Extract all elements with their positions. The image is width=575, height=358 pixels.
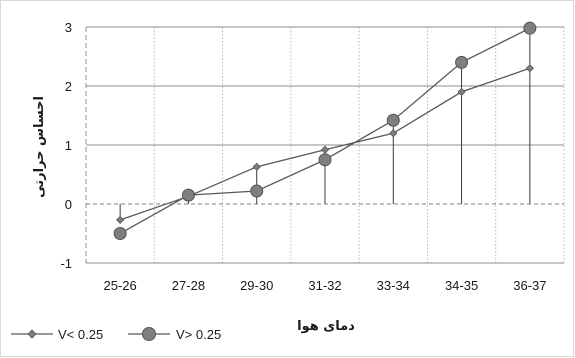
legend-item-series-1: V< 0.25 [11,327,103,342]
data-point-diamond [389,129,398,138]
data-point-diamond [525,64,534,73]
x-tick-labels: 25-26 27-28 29-30 31-32 33-34 34-35 36-37 [104,278,547,293]
data-point-circle [181,188,195,202]
y-tick-label: 1 [65,138,72,153]
x-axis-title: دمای هوا [297,319,355,334]
x-tick-label: 34-35 [445,278,478,293]
y-axis-title: احساس حرارتی [32,96,47,198]
y-tick-label: 3 [65,20,72,35]
x-tick-label: 25-26 [104,278,137,293]
series-markers [113,21,537,240]
x-tick-label: 31-32 [308,278,341,293]
y-tick-label: 2 [65,79,72,94]
data-point-circle [318,153,332,167]
y-tick-label: -1 [60,256,72,271]
drop-lines [119,28,531,220]
data-point-diamond [252,162,261,171]
legend-label-2: V> 0.25 [176,327,221,342]
data-point-diamond [457,87,466,96]
legend: V< 0.25 V> 0.25 [11,327,221,342]
legend-diamond-icon [27,329,37,339]
legend-label-1: V< 0.25 [58,327,103,342]
x-tick-label: 29-30 [240,278,273,293]
y-tick-label: 0 [65,197,72,212]
x-tick-label: 36-37 [513,278,546,293]
data-point-circle [113,227,127,240]
data-point-diamond [320,145,330,154]
x-tick-label: 27-28 [172,278,205,293]
data-point-circle [386,113,400,127]
data-point-circle [523,21,537,35]
data-point-circle [250,184,264,198]
legend-circle-icon [142,327,156,341]
data-point-diamond [116,215,125,224]
x-tick-label: 33-34 [377,278,410,293]
data-point-circle [455,55,469,69]
legend-item-series-2: V> 0.25 [128,327,221,342]
y-tick-labels: -1 0 1 2 3 [60,20,72,271]
grid [85,26,565,264]
